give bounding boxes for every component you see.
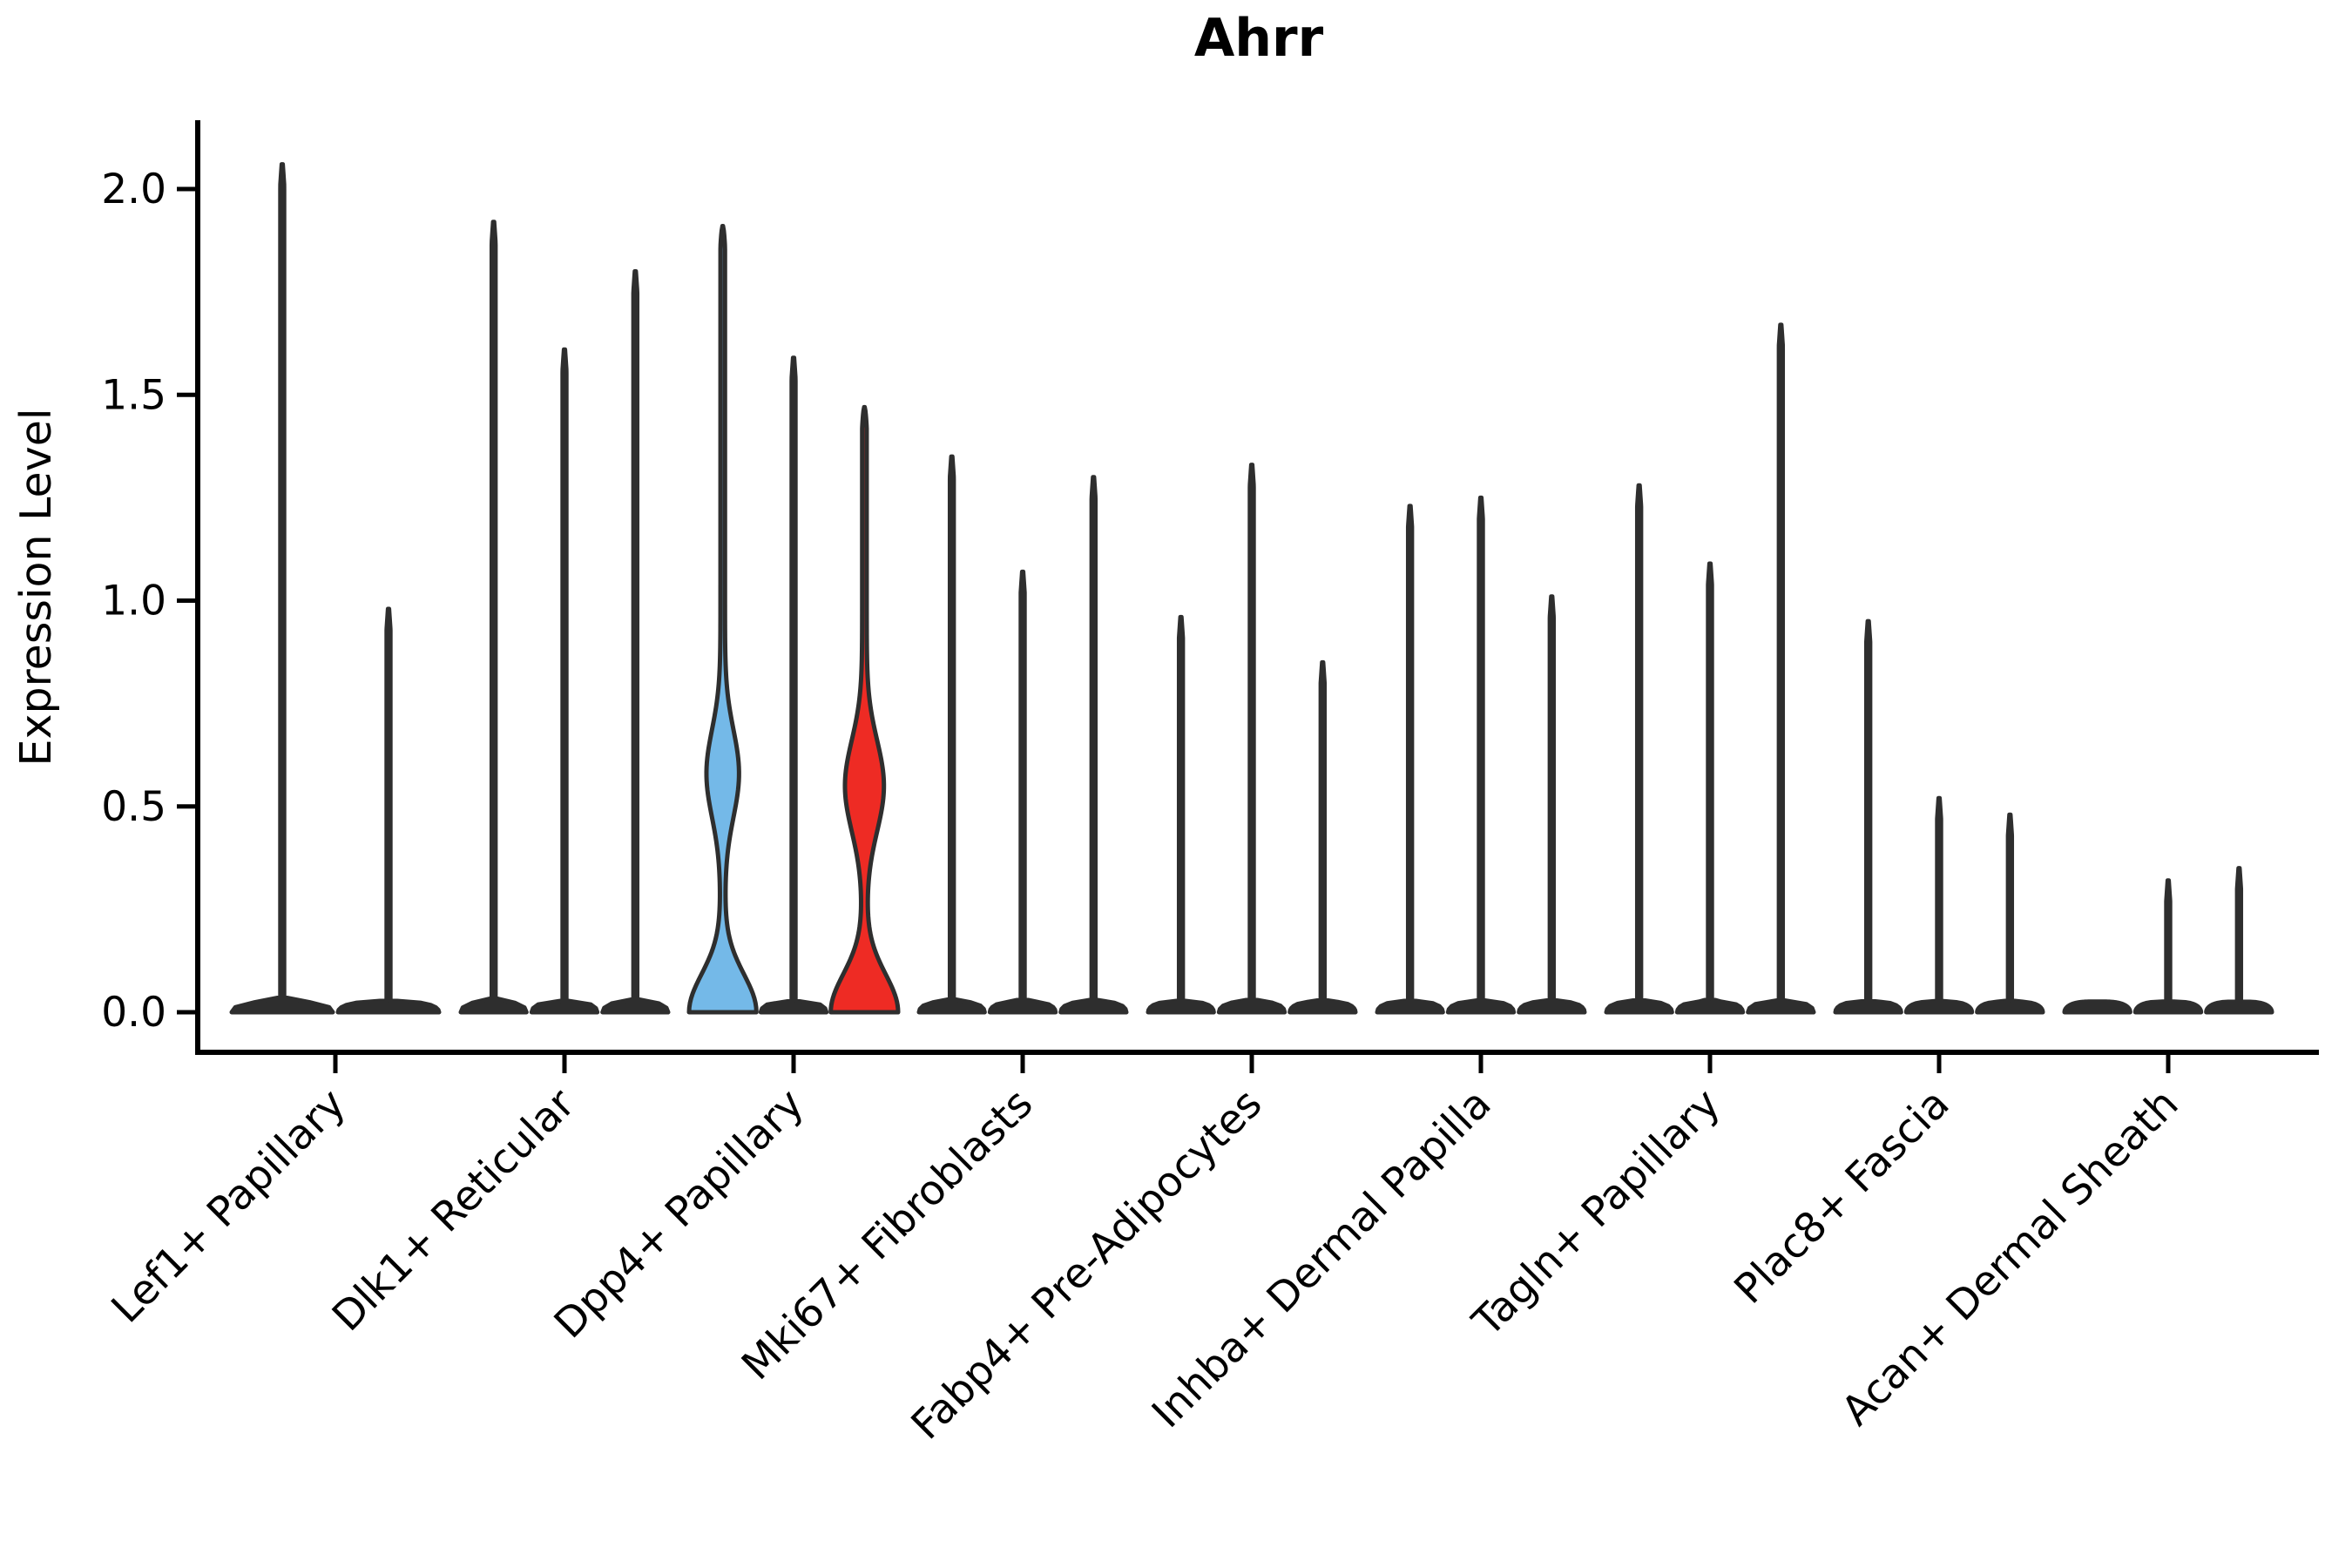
violin xyxy=(1288,659,1358,1015)
violin xyxy=(1746,322,1816,1015)
violin xyxy=(229,162,335,1015)
violin xyxy=(686,224,759,1015)
violin-group-1 xyxy=(229,162,442,1015)
violin-group-9 xyxy=(2062,866,2274,1015)
violin xyxy=(828,404,901,1015)
violin xyxy=(2204,866,2274,1015)
violin-group-2 xyxy=(458,220,671,1015)
violin xyxy=(987,569,1058,1015)
violin xyxy=(1146,614,1216,1015)
violin xyxy=(1674,561,1746,1015)
y-tick-label: 0.0 xyxy=(101,989,166,1037)
y-axis-label: Expression Level xyxy=(11,409,61,767)
violin-group-6 xyxy=(1375,495,1587,1015)
violin xyxy=(1517,594,1587,1015)
violin xyxy=(600,269,671,1015)
violin xyxy=(1833,618,1903,1015)
violin xyxy=(1216,463,1288,1015)
violin xyxy=(2132,878,2204,1015)
x-tick-label: Lef1+ Papillary xyxy=(103,1080,355,1333)
violin xyxy=(1903,795,1975,1015)
violin xyxy=(1375,504,1445,1015)
y-tick-label: 1.5 xyxy=(101,371,166,419)
violin-group-8 xyxy=(1833,618,2045,1015)
y-tick-label: 1.0 xyxy=(101,578,166,625)
violin xyxy=(2062,999,2132,1015)
y-tick-label: 0.5 xyxy=(101,783,166,831)
violin-group-5 xyxy=(1146,463,1358,1015)
violin-group-7 xyxy=(1604,322,1816,1015)
violin xyxy=(529,347,600,1015)
violin xyxy=(335,606,442,1015)
x-tick-label: Dlk1+ Reticular xyxy=(323,1079,585,1341)
violin xyxy=(1975,812,2045,1015)
violin xyxy=(916,454,987,1015)
violin-group-3 xyxy=(686,224,901,1015)
x-tick-label: Tagln+ Papillary xyxy=(1463,1080,1730,1347)
violin-group-4 xyxy=(916,454,1129,1015)
violin xyxy=(458,220,529,1015)
violin xyxy=(1058,475,1129,1015)
violin xyxy=(1604,483,1674,1015)
y-tick-label: 2.0 xyxy=(101,166,166,213)
x-tick-label: Dpp4+ Papillary xyxy=(545,1080,814,1348)
violin xyxy=(1445,495,1517,1015)
violin xyxy=(758,355,829,1015)
chart-title: Ahrr xyxy=(1194,8,1324,69)
x-tick-label: Plac8+ Fascia xyxy=(1726,1080,1959,1314)
